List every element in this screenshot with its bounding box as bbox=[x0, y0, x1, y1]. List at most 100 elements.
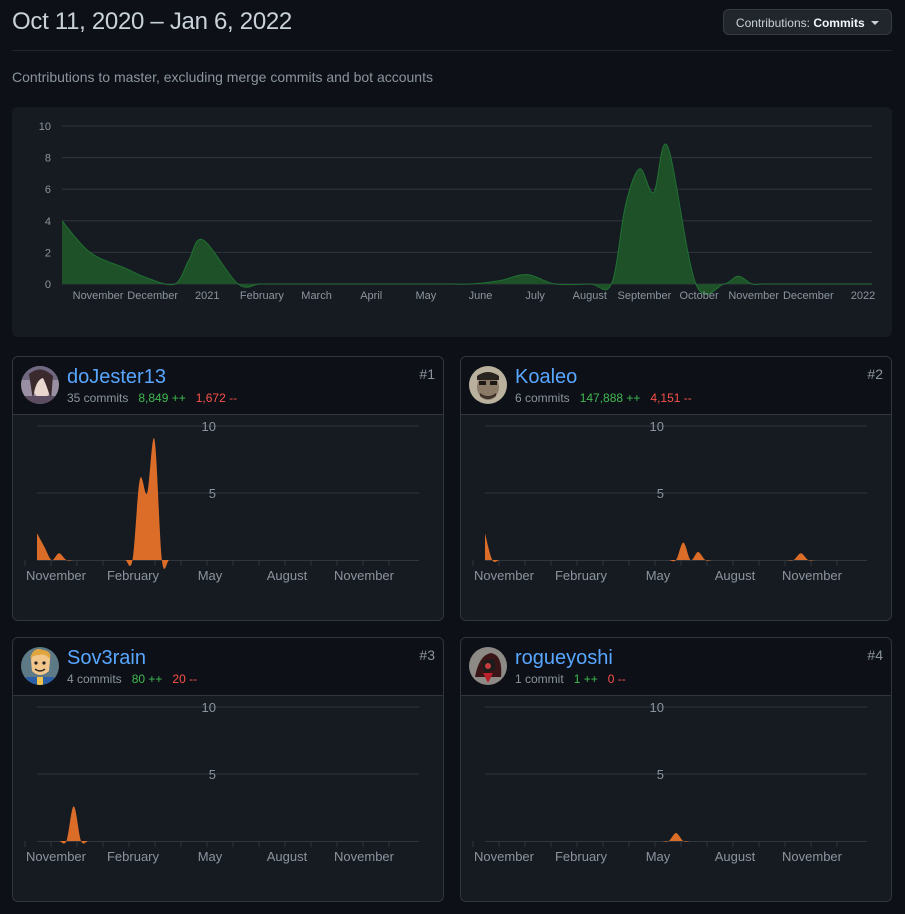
x-tick-label: November bbox=[782, 849, 843, 864]
commits-area bbox=[485, 833, 867, 842]
page-header: Oct 11, 2020 – Jan 6, 2022 Contributions… bbox=[12, 0, 892, 51]
commit-count[interactable]: 1 commit bbox=[515, 672, 564, 686]
avatar[interactable] bbox=[469, 366, 507, 404]
y-tick-label: 8 bbox=[45, 153, 51, 165]
x-tick-label: November bbox=[26, 568, 87, 583]
contributor-chart: 5 10 November February May August November bbox=[472, 700, 867, 864]
additions-count: 1 ++ bbox=[573, 672, 598, 686]
x-tick-label: 2021 bbox=[195, 290, 219, 302]
additions-count: 80 ++ bbox=[131, 672, 163, 686]
contributor-username[interactable]: Sov3rain bbox=[67, 647, 146, 669]
x-tick-label: February bbox=[107, 568, 160, 583]
contributor-stats: 4 commits 80 ++ 20 -- bbox=[67, 672, 197, 686]
avatar[interactable] bbox=[469, 647, 507, 685]
commit-count[interactable]: 4 commits bbox=[67, 672, 122, 686]
y-tick-label: 5 bbox=[657, 767, 664, 782]
x-tick-label: May bbox=[646, 568, 671, 583]
y-tick-label: 0 bbox=[45, 279, 51, 291]
commit-count[interactable]: 6 commits bbox=[515, 391, 570, 405]
dropdown-prefix: Contributions: bbox=[735, 16, 810, 30]
commit-count[interactable]: 35 commits bbox=[67, 391, 129, 405]
x-tick-label: November bbox=[73, 290, 124, 302]
deletions-count: 4,151 -- bbox=[650, 391, 692, 405]
y-tick-label: 4 bbox=[45, 216, 51, 228]
x-tick-label: August bbox=[267, 849, 308, 864]
additions-count: 147,888 ++ bbox=[579, 391, 641, 405]
contributor-card-header: Sov3rain 4 commits 80 ++ 20 -- #3 bbox=[13, 638, 443, 696]
x-tick-label: October bbox=[680, 290, 719, 302]
x-tick-label: August bbox=[715, 849, 756, 864]
additions-count: 8,849 ++ bbox=[138, 391, 186, 405]
x-tick-label: November bbox=[334, 568, 395, 583]
x-tick-label: November bbox=[474, 849, 535, 864]
x-tick-label: May bbox=[198, 849, 223, 864]
y-tick-label: 10 bbox=[39, 121, 51, 133]
graph-description: Contributions to master, excluding merge… bbox=[12, 69, 433, 85]
contributor-username[interactable]: rogueyoshi bbox=[515, 647, 613, 669]
commits-area bbox=[37, 806, 419, 844]
contributor-rank: #3 bbox=[419, 647, 435, 663]
y-tick-label: 10 bbox=[202, 700, 216, 715]
x-tick-label: November bbox=[26, 849, 87, 864]
commits-area bbox=[485, 533, 867, 562]
contributor-rank: #1 bbox=[419, 366, 435, 382]
contributor-stats: 1 commit 1 ++ 0 -- bbox=[515, 672, 626, 686]
x-tick-label: November bbox=[334, 849, 395, 864]
y-tick-label: 5 bbox=[209, 767, 216, 782]
x-tick-label: February bbox=[107, 849, 160, 864]
y-tick-label: 6 bbox=[45, 184, 51, 196]
y-tick-label: 10 bbox=[650, 700, 664, 715]
commits-line bbox=[61, 143, 872, 295]
x-tick-label: March bbox=[301, 290, 332, 302]
x-tick-label: May bbox=[198, 568, 223, 583]
x-tick-label: February bbox=[555, 849, 608, 864]
contributor-rank: #2 bbox=[867, 366, 883, 382]
contributor-card-header: rogueyoshi 1 commit 1 ++ 0 -- #4 bbox=[461, 638, 891, 696]
y-tick-label: 5 bbox=[209, 486, 216, 501]
contributor-stats: 6 commits 147,888 ++ 4,151 -- bbox=[515, 391, 692, 405]
x-tick-label: August bbox=[267, 568, 308, 583]
x-tick-label: July bbox=[525, 290, 545, 302]
contributions-dropdown[interactable]: Contributions: Commits bbox=[722, 9, 892, 35]
x-tick-label: May bbox=[646, 849, 671, 864]
contributor-username[interactable]: Koaleo bbox=[515, 366, 578, 388]
x-tick-label: June bbox=[469, 290, 493, 302]
dropdown-value: Commits bbox=[813, 16, 865, 30]
avatar[interactable] bbox=[21, 647, 59, 685]
x-tick-label: November bbox=[474, 568, 535, 583]
contributor-card-header: Koaleo 6 commits 147,888 ++ 4,151 -- #2 bbox=[461, 357, 891, 415]
x-tick-label: February bbox=[240, 290, 285, 302]
x-tick-label: April bbox=[360, 290, 382, 302]
y-tick-label: 2 bbox=[45, 247, 51, 259]
contributions-chart: 0 2 4 6 8 10 November December 2021 February March… bbox=[12, 107, 892, 337]
y-tick-label: 5 bbox=[657, 486, 664, 501]
deletions-count: 20 -- bbox=[172, 672, 198, 686]
deletions-count: 1,672 -- bbox=[195, 391, 238, 405]
contributor-chart: 5 10 November February May August November bbox=[472, 419, 867, 583]
x-tick-label: August bbox=[573, 290, 607, 302]
contributor-stats: 35 commits 8,849 ++ 1,672 -- bbox=[67, 391, 237, 405]
avatar[interactable] bbox=[21, 366, 59, 404]
x-tick-label: November bbox=[728, 290, 779, 302]
contributor-chart: 5 10 November February May August November bbox=[24, 700, 419, 864]
x-tick-label: December bbox=[127, 290, 178, 302]
contributor-username[interactable]: doJester13 bbox=[67, 366, 166, 388]
x-tick-label: August bbox=[715, 568, 756, 583]
contributor-card: doJester13 35 commits 8,849 ++ 1,672 -- #1… bbox=[12, 356, 444, 621]
x-tick-label: November bbox=[782, 568, 843, 583]
x-tick-label: February bbox=[555, 568, 608, 583]
contributor-chart: 5 10 November February May August November bbox=[24, 419, 419, 583]
y-tick-label: 10 bbox=[650, 419, 664, 434]
deletions-count: 0 -- bbox=[607, 672, 626, 686]
contributor-card: rogueyoshi 1 commit 1 ++ 0 -- #4 5 10 Novemb… bbox=[460, 637, 892, 902]
contributor-card: Koaleo 6 commits 147,888 ++ 4,151 -- #2 5 1… bbox=[460, 356, 892, 621]
caret-down-icon bbox=[871, 21, 879, 25]
x-tick-label: 2022 bbox=[851, 290, 875, 302]
contributor-rank: #4 bbox=[867, 647, 883, 663]
contributor-card: Sov3rain 4 commits 80 ++ 20 -- #3 5 10 Novem… bbox=[12, 637, 444, 902]
commits-area bbox=[62, 143, 872, 295]
x-tick-label: May bbox=[415, 290, 436, 302]
x-tick-label: December bbox=[783, 290, 834, 302]
date-range-title: Oct 11, 2020 – Jan 6, 2022 bbox=[12, 8, 292, 35]
